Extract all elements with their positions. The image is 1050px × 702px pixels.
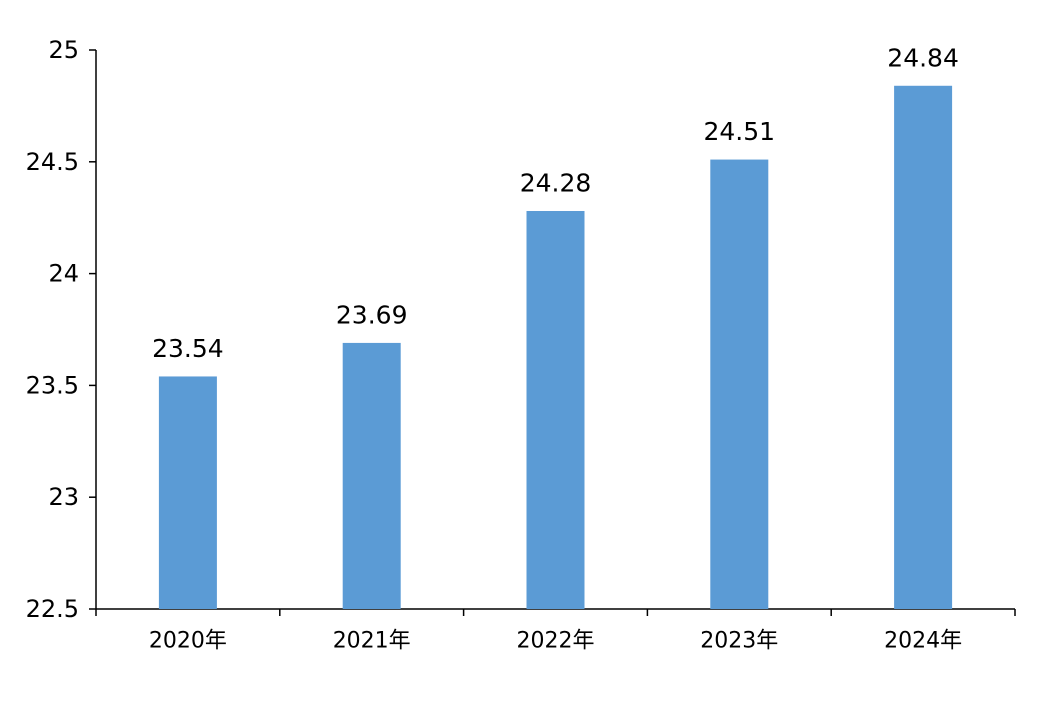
x-axis: 2020年 2021年 2022年 2023年 2024年: [95, 608, 1016, 654]
x-tick-label: 2022年: [517, 629, 595, 654]
y-tick-label: 25: [48, 36, 79, 64]
bar: [526, 210, 585, 609]
y-tick-label: 24.5: [26, 148, 79, 176]
y-tick-label: 23: [48, 483, 79, 511]
data-label: 23.54: [152, 334, 224, 363]
y-axis: 22.5 23 23.5 24 24.5 25: [26, 36, 97, 623]
data-label: 24.28: [520, 168, 592, 197]
x-tick-label: 2023年: [700, 629, 778, 654]
bar: [158, 376, 217, 609]
bar: [894, 85, 953, 609]
x-tick-label: 2024年: [884, 629, 962, 654]
bars: [158, 85, 953, 609]
x-tick-label: 2020年: [149, 629, 227, 654]
y-tick-label: 23.5: [26, 371, 79, 399]
y-tick-label: 24: [48, 260, 79, 288]
bar: [342, 342, 401, 609]
y-tick-label: 22.5: [26, 595, 79, 623]
data-label: 24.84: [887, 43, 959, 72]
data-label: 23.69: [336, 300, 408, 329]
bar: [710, 159, 769, 609]
x-tick-label: 2021年: [333, 629, 411, 654]
data-label: 24.51: [704, 117, 776, 146]
data-labels: 23.54 23.69 24.28 24.51 24.84: [152, 43, 959, 363]
